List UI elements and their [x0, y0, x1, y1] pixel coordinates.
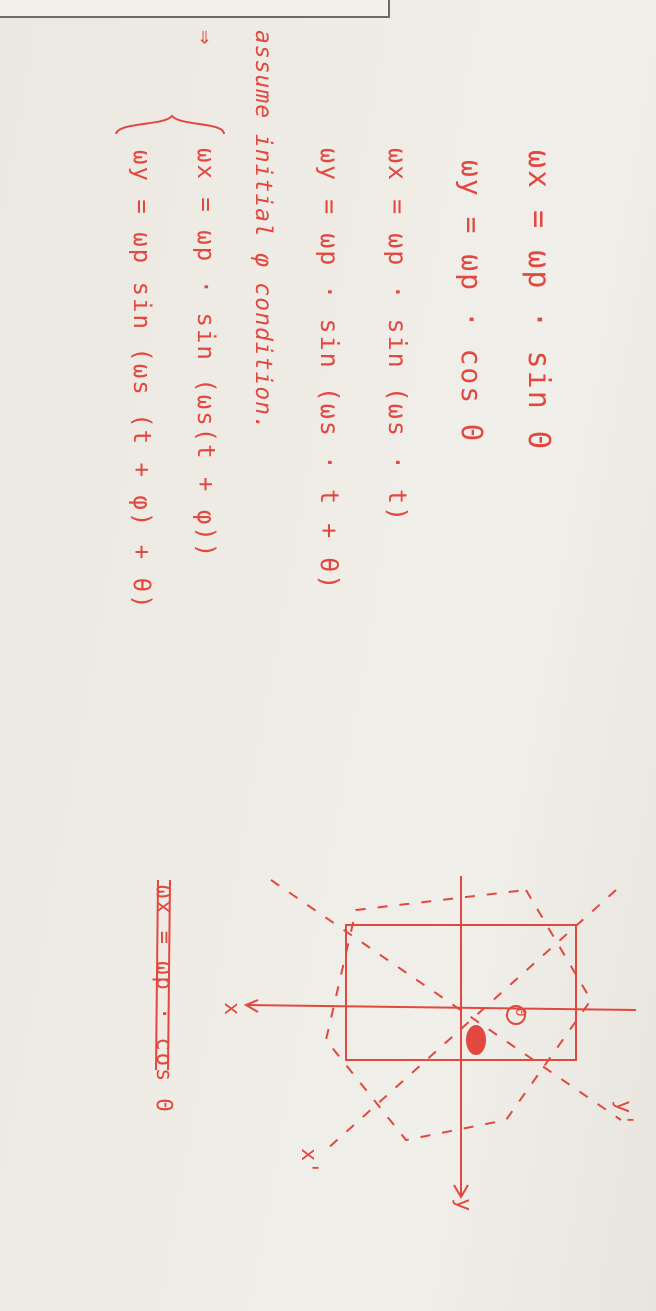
strike-lines	[155, 880, 171, 1071]
diagram-y-label: y	[451, 1198, 476, 1212]
diagram-theta-label: Θ	[512, 1008, 528, 1017]
diagram-x-label: x	[219, 1002, 244, 1016]
system-brace	[115, 114, 225, 135]
frame-corner	[0, 0, 390, 18]
diagram-y-prime-label: y'	[611, 1100, 636, 1127]
diagram-x-prime-label: x'	[296, 1148, 321, 1175]
